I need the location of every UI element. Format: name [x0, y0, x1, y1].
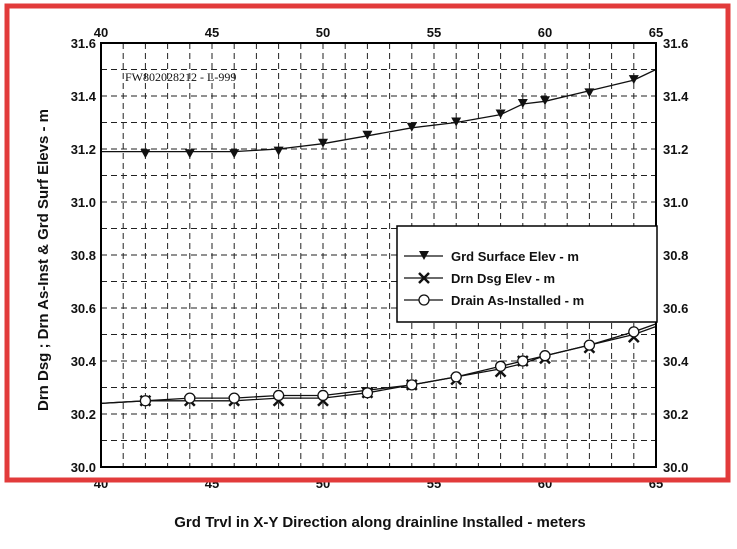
data-point-0: [517, 98, 528, 108]
data-point-0: [184, 149, 195, 159]
data-point-0: [628, 75, 639, 85]
x-tick-label-top: 40: [94, 25, 108, 40]
y-tick-label-right: 30.8: [663, 248, 688, 263]
data-point-0: [140, 149, 151, 159]
data-point-2: [494, 360, 507, 372]
data-point-2: [272, 389, 285, 402]
y-tick-label-right: 30.6: [663, 301, 688, 316]
data-point-0: [495, 109, 506, 119]
y-tick-label: 31.6: [71, 36, 96, 51]
data-point-0: [229, 149, 240, 159]
x-tick-label-top: 50: [316, 25, 330, 40]
legend-label-1: Drn Dsg Elev - m: [451, 271, 555, 286]
legend-marker-2: [418, 294, 430, 306]
data-point-2: [406, 379, 418, 391]
y-tick-label: 30.8: [71, 248, 96, 263]
data-point-2: [317, 389, 329, 402]
data-point-0: [540, 96, 550, 106]
data-point-2: [361, 387, 374, 399]
data-point-2: [539, 350, 551, 362]
x-tick-label-top: 55: [427, 25, 441, 40]
outer-border: [4, 3, 731, 483]
y-tick-label-right: 30.4: [663, 354, 689, 369]
x-axis-title: Grd Trvl in X-Y Direction along drainlin…: [174, 514, 585, 531]
data-point-2: [628, 326, 640, 338]
data-point-0: [451, 117, 462, 127]
y-axis-title: Drn Dsg ; Drn As-Inst & Grd Surf Elevs -…: [35, 109, 52, 411]
series-line-1: [100, 325, 657, 405]
y-tick-label-right: 31.0: [663, 195, 688, 210]
data-point-2: [139, 395, 152, 407]
legend-box: [396, 225, 658, 323]
legend-label-0: Grd Surface Elev - m: [451, 249, 579, 264]
data-point-2: [583, 339, 596, 351]
legend: Grd Surface Elev - m Drn Dsg Elev - m Drai…: [396, 225, 658, 323]
x-tick-label-top: 65: [649, 25, 663, 40]
y-tick-label-right: 31.2: [663, 142, 688, 157]
x-tick-label-top: 45: [205, 25, 219, 40]
data-point-0: [362, 130, 373, 140]
data-point-0: [584, 88, 595, 98]
y-tick-label-right: 31.6: [663, 36, 688, 51]
legend-marker-0: [419, 251, 429, 260]
y-tick-label-right: 30.2: [663, 407, 688, 422]
data-point-0: [273, 146, 284, 156]
markers: [139, 75, 640, 407]
legend-marker-1: [418, 272, 430, 284]
x-tick-label-top: 60: [538, 25, 552, 40]
data-point-2: [228, 392, 240, 404]
data-point-2: [184, 392, 196, 404]
y-tick-label: 31.0: [71, 195, 96, 210]
y-tick-label: 30.6: [71, 301, 96, 316]
data-point-2: [450, 371, 462, 383]
y-tick-label: 31.4: [71, 89, 97, 104]
x-stroke: [418, 272, 430, 284]
y-tick-label-right: 31.4: [663, 89, 689, 104]
y-tick-label: 30.0: [71, 460, 96, 475]
y-tick-label: 31.2: [71, 142, 96, 157]
legend-label-2: Drain As-Installed - m: [451, 293, 584, 308]
data-point-0: [318, 138, 328, 148]
data-point-0: [406, 122, 417, 132]
data-point-2: [517, 355, 529, 367]
y-tick-label: 30.4: [71, 354, 97, 369]
y-tick-label-right: 30.0: [663, 460, 688, 475]
y-tick-label: 30.2: [71, 407, 96, 422]
chart-annotation: FW802028212 - L-999: [125, 70, 236, 84]
